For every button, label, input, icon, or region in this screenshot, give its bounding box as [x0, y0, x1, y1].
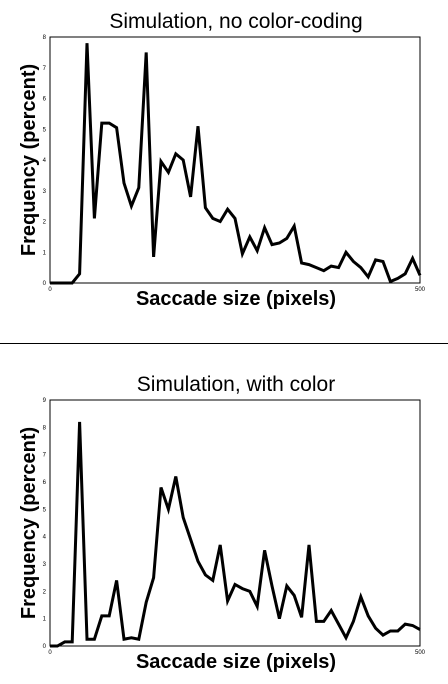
y-tick-labels: 0 1 2 3 4 5 6 7 8 9 [43, 398, 47, 650]
y-tick-label: 3 [43, 189, 47, 195]
chart-with-color: Simulation, with color 0 1 2 3 4 5 6 7 8 9 0 500 F… [18, 373, 426, 673]
y-tick-label: 8 [43, 425, 47, 431]
series-line [50, 43, 422, 285]
chart-no-color-coding: Simulation, no color-coding 0 1 2 3 4 5 6 7 8 0 5… [18, 10, 426, 310]
plot-frame [49, 399, 421, 647]
y-tick-labels: 0 1 2 3 4 5 6 7 8 [43, 35, 47, 287]
plot-frame [49, 36, 421, 284]
chart-title: Simulation, with color [137, 373, 335, 396]
chart-title: Simulation, no color-coding [109, 10, 362, 33]
y-tick-label: 0 [43, 644, 47, 650]
y-tick-label: 6 [43, 97, 47, 103]
x-tick-labels: 0 500 [48, 287, 425, 293]
y-tick-label: 7 [43, 66, 47, 72]
y-tick-label: 1 [43, 250, 47, 256]
x-tick-label: 500 [415, 287, 426, 293]
y-tick-label: 5 [43, 127, 47, 133]
series-line [50, 421, 421, 648]
y-tick-label: 9 [43, 398, 47, 404]
x-axis-label: Saccade size (pixels) [136, 288, 336, 310]
y-tick-label: 4 [43, 535, 47, 541]
x-axis-label: Saccade size (pixels) [136, 651, 336, 673]
y-tick-label: 8 [43, 35, 47, 41]
y-tick-label: 5 [43, 507, 47, 513]
y-tick-label: 2 [43, 589, 47, 595]
y-tick-label: 3 [43, 562, 47, 568]
y-axis-label: Frequency (percent) [18, 64, 40, 256]
y-tick-label: 2 [43, 220, 47, 226]
x-tick-labels: 0 500 [48, 650, 425, 656]
x-tick-label: 500 [415, 650, 426, 656]
y-tick-label: 1 [43, 617, 47, 623]
y-tick-label: 0 [43, 281, 47, 287]
y-tick-label: 6 [43, 480, 47, 486]
y-axis-label: Frequency (percent) [18, 427, 40, 619]
x-tick-label: 0 [48, 650, 52, 656]
y-tick-label: 7 [43, 453, 47, 459]
y-tick-label: 4 [43, 158, 47, 164]
x-tick-label: 0 [48, 287, 52, 293]
